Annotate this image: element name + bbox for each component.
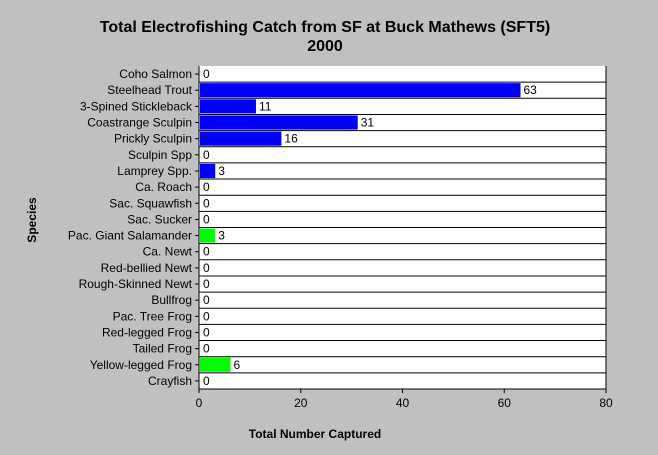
bar bbox=[200, 131, 282, 146]
data-label: 3 bbox=[218, 229, 225, 243]
category-label: 3-Spined Stickleback bbox=[80, 99, 193, 113]
x-tick-label: 80 bbox=[599, 396, 613, 410]
data-label: 6 bbox=[234, 358, 241, 372]
category-label: Sculpin Spp bbox=[128, 148, 192, 162]
bar bbox=[200, 228, 216, 243]
data-label: 0 bbox=[203, 212, 210, 226]
data-label: 0 bbox=[203, 196, 210, 210]
category-label: Sac. Squawfish bbox=[109, 196, 192, 210]
data-label: 0 bbox=[203, 342, 210, 356]
chart-title: Total Electrofishing Catch from SF at Bu… bbox=[100, 19, 550, 36]
category-labels: Coho Salmon Steelhead Trout 3-Spined Stick… bbox=[68, 67, 199, 388]
category-label: Yellow-legged Frog bbox=[90, 358, 192, 372]
x-tick-label: 40 bbox=[396, 396, 410, 410]
x-tick-label: 20 bbox=[294, 396, 308, 410]
category-label: Ca. Roach bbox=[135, 180, 192, 194]
bars bbox=[200, 83, 521, 372]
data-label: 31 bbox=[361, 116, 375, 130]
x-tick-label: 0 bbox=[196, 396, 203, 410]
bar bbox=[200, 163, 216, 179]
bar bbox=[200, 99, 256, 114]
category-label: Pac. Tree Frog bbox=[113, 309, 192, 323]
category-label: Crayfish bbox=[148, 374, 192, 388]
category-label: Ca. Newt bbox=[143, 245, 193, 259]
y-axis-title: Species bbox=[25, 197, 39, 243]
chart-subtitle: 2000 bbox=[307, 38, 343, 55]
category-label: Pac. Giant Salamander bbox=[68, 229, 192, 243]
category-label: Sac. Sucker bbox=[127, 212, 192, 226]
category-label: Coho Salmon bbox=[119, 67, 192, 81]
data-label: 0 bbox=[203, 309, 210, 323]
data-label: 0 bbox=[203, 277, 210, 291]
data-label: 11 bbox=[259, 99, 272, 113]
data-label: 0 bbox=[203, 293, 210, 307]
data-label: 0 bbox=[203, 67, 210, 81]
data-label: 0 bbox=[203, 325, 210, 339]
x-tick-label: 60 bbox=[498, 396, 512, 410]
bar bbox=[200, 115, 358, 130]
data-label: 63 bbox=[524, 83, 538, 97]
x-axis-ticks: 0 20 40 60 80 bbox=[196, 389, 613, 410]
data-label: 3 bbox=[218, 164, 225, 178]
data-label: 0 bbox=[203, 180, 210, 194]
category-label: Steelhead Trout bbox=[107, 83, 192, 97]
category-label: Tailed Frog bbox=[133, 342, 192, 356]
category-label: Coastrange Sculpin bbox=[87, 116, 192, 130]
category-label: Red-bellied Newt bbox=[101, 261, 193, 275]
data-label: 0 bbox=[203, 148, 210, 162]
grid-lines bbox=[198, 66, 607, 390]
data-label: 0 bbox=[203, 374, 210, 388]
category-label: Prickly Sculpin bbox=[114, 132, 192, 146]
category-label: Lamprey Spp. bbox=[117, 164, 192, 178]
category-label: Rough-Skinned Newt bbox=[79, 277, 193, 291]
category-label: Red-legged Frog bbox=[102, 325, 192, 339]
data-label: 0 bbox=[203, 245, 210, 259]
category-label: Bullfrog bbox=[151, 293, 192, 307]
bar bbox=[200, 83, 521, 98]
data-label: 0 bbox=[203, 261, 210, 275]
data-label: 16 bbox=[284, 132, 298, 146]
bar bbox=[200, 357, 231, 372]
x-axis-title: Total Number Captured bbox=[249, 427, 381, 441]
